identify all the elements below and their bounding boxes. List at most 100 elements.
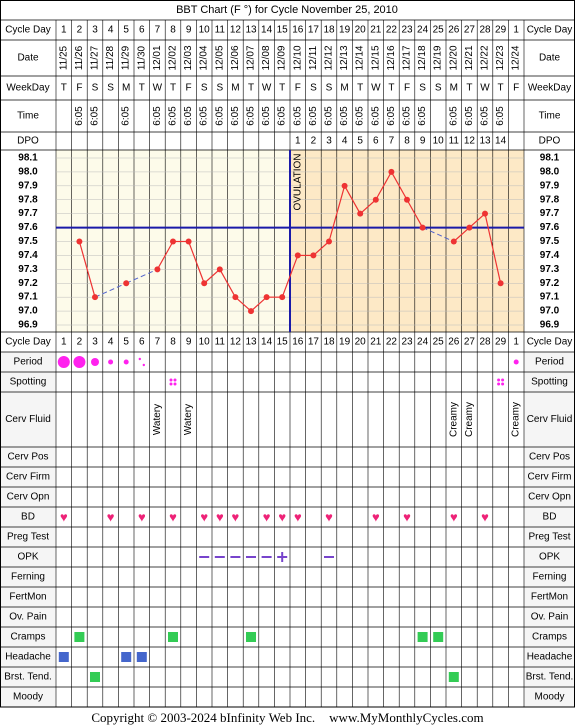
temp-point — [216, 266, 223, 273]
row-label-right-time: Time — [539, 111, 561, 122]
weekday-cell: T — [170, 83, 176, 94]
cycle-day-cell: 8 — [170, 25, 176, 36]
bd-heart-icon: ♥ — [60, 510, 68, 525]
temp-line — [235, 296, 252, 312]
row-label-bg — [0, 372, 56, 392]
row-label-bg — [0, 467, 56, 487]
temp-line — [219, 269, 236, 298]
weekday-cell: M — [122, 83, 130, 94]
period-mark — [123, 359, 129, 365]
site-link[interactable]: www.MyMonthlyCycles.com — [329, 709, 484, 725]
spotting-mark — [173, 382, 177, 386]
weekday-cell: M — [340, 83, 348, 94]
cycle-day-cell: 28 — [479, 25, 491, 36]
ovulation-label: OVULATION — [293, 153, 304, 210]
temp-point — [482, 210, 488, 217]
row-label-bg — [0, 352, 56, 372]
time-cell: 6:05 — [495, 106, 506, 126]
row-label-right-opk: OPK — [539, 552, 560, 563]
bd-heart-icon: ♥ — [372, 510, 380, 525]
y-tick-left: 97.8 — [18, 194, 38, 205]
row-label-right-cerv_pos: Cerv Pos — [529, 452, 570, 463]
cycle-day-cell: 10 — [199, 25, 211, 36]
brst-tend-mark — [448, 672, 459, 682]
temp-line — [78, 241, 96, 298]
row-label-fertmon: FertMon — [9, 592, 46, 603]
bd-heart-icon: ♥ — [278, 510, 286, 525]
row-label-bg — [0, 647, 56, 667]
y-tick-right: 97.5 — [540, 236, 560, 247]
bd-heart-icon: ♥ — [403, 510, 411, 525]
cycle-day-cell-bottom: 1 — [513, 337, 519, 348]
y-tick-left: 98.1 — [18, 153, 38, 164]
dpo-cell: 14 — [495, 136, 507, 147]
weekday-cell: M — [231, 83, 239, 94]
cycle-day-cell: 17 — [308, 25, 320, 36]
date-cell: 12/16 — [386, 45, 397, 70]
date-cell: 12/21 — [464, 45, 475, 70]
cycle-day-cell: 26 — [448, 25, 460, 36]
row-label-right-cramps: Cramps — [532, 632, 567, 643]
y-tick-left: 98.0 — [18, 166, 38, 177]
row-label-brst_tend: Brst. Tend. — [4, 672, 52, 683]
row-label-right-weekday: WeekDay — [528, 83, 571, 94]
spotting-mark — [169, 378, 173, 382]
bd-heart-icon: ♥ — [232, 510, 240, 525]
dpo-cell: 11 — [449, 136, 460, 147]
cycle-day-cell: 15 — [277, 25, 289, 36]
date-cell: 12/24 — [511, 45, 522, 70]
cycle-day-cell-bottom: 24 — [417, 337, 429, 348]
y-tick-right: 98.0 — [540, 166, 560, 177]
date-cell: 12/20 — [448, 45, 459, 70]
row-label-right-cerv_fluid: Cerv Fluid — [527, 414, 573, 425]
time-cell: 6:05 — [168, 106, 179, 126]
y-tick-right: 97.4 — [540, 250, 560, 261]
luteal-phase-bg — [290, 150, 524, 332]
period-mark — [513, 359, 519, 365]
date-cell: 11/27 — [90, 45, 101, 70]
row-label-bg — [524, 647, 575, 667]
cycle-day-cell-bottom: 23 — [401, 337, 413, 348]
cycle-day-cell-bottom: 17 — [308, 337, 320, 348]
row-label-time: Time — [17, 111, 39, 122]
time-cell: 6:05 — [355, 106, 366, 126]
weekday-cell: S — [310, 83, 317, 94]
temp-point — [185, 238, 192, 245]
cycle-day-cell-bottom: 6 — [139, 337, 145, 348]
temp-line — [453, 227, 470, 242]
headache-mark — [136, 652, 147, 662]
row-label-preg_test: Preg Test — [7, 532, 49, 543]
bd-heart-icon: ♥ — [294, 510, 302, 525]
row-label-right-ferning: Ferning — [533, 572, 567, 583]
time-cell: 6:05 — [152, 106, 163, 126]
cycle-day-cell: 25 — [433, 25, 445, 36]
temp-point — [263, 294, 270, 301]
date-cell: 12/05 — [214, 45, 225, 70]
cerv-fluid-cell: Watery — [183, 404, 194, 435]
date-cell: 12/06 — [230, 45, 241, 70]
cramps-mark — [74, 632, 85, 642]
y-tick-left: 97.3 — [18, 264, 38, 275]
row-label-bg — [0, 587, 56, 607]
spotting-mark — [501, 378, 505, 382]
row-label-right-moody: Moody — [534, 692, 564, 703]
cycle-day-cell: 13 — [245, 25, 257, 36]
dpo-cell: 10 — [433, 136, 445, 147]
row-label-right-preg_test: Preg Test — [528, 532, 570, 543]
time-cell: 6:05 — [214, 106, 225, 126]
temp-point — [341, 182, 348, 189]
y-tick-left: 97.1 — [18, 292, 38, 303]
dpo-cell: 5 — [357, 136, 363, 147]
y-tick-right: 97.1 — [540, 292, 560, 303]
cycle-day-cell: 9 — [186, 25, 192, 36]
row-label-ov_pain: Ov. Pain — [9, 612, 47, 623]
cycle-day-cell-bottom: 21 — [370, 337, 382, 348]
cycle-day-cell: 16 — [292, 25, 304, 36]
time-cell: 6:05 — [480, 106, 491, 126]
cerv-fluid-cell: Watery — [152, 404, 163, 435]
row-label-cycle_day2: Cycle Day — [5, 337, 51, 348]
bd-heart-icon: ♥ — [107, 510, 115, 525]
date-cell: 12/18 — [417, 45, 428, 70]
cramps-mark — [417, 632, 428, 642]
spotting-mark — [497, 382, 501, 386]
